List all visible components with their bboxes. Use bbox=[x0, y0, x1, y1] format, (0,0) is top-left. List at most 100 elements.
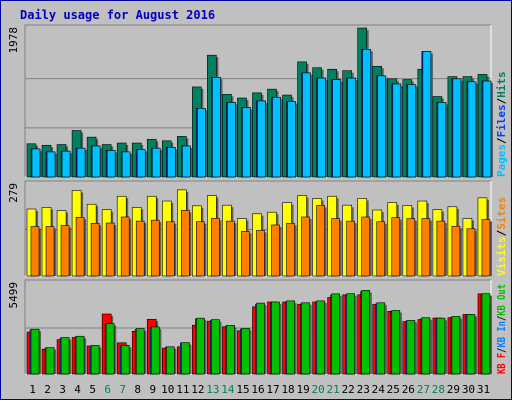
sites-bar-face bbox=[105, 222, 115, 277]
pages-bar-face bbox=[76, 147, 86, 178]
sites-bar-face bbox=[376, 221, 386, 277]
kb-out-bar-face bbox=[436, 317, 446, 375]
legend-hits-files-pages: Pages/Files/Hits bbox=[495, 71, 508, 177]
x-tick-label: 6 bbox=[104, 383, 111, 396]
kb-out-bar-face bbox=[271, 301, 280, 375]
x-tick-label: 23 bbox=[357, 383, 370, 396]
sites-bar bbox=[45, 226, 57, 277]
pages-bar bbox=[46, 151, 58, 178]
pages-bar-face bbox=[407, 84, 417, 178]
sites-bar bbox=[391, 217, 402, 277]
pages-bar-face bbox=[482, 80, 492, 178]
pages-bar-face bbox=[121, 151, 131, 178]
kb-out-bar-face bbox=[361, 290, 371, 375]
kb-out-bar bbox=[150, 326, 162, 375]
pages-bar-face bbox=[362, 49, 372, 178]
kb-out-bar-face bbox=[316, 300, 325, 375]
chart-title: Daily usage for August 2016 bbox=[20, 8, 215, 22]
sites-bar-face bbox=[316, 205, 325, 277]
pages-bar bbox=[272, 96, 283, 178]
sites-bar bbox=[301, 216, 312, 277]
kb-out-bar bbox=[75, 335, 87, 375]
sites-bar bbox=[286, 223, 297, 277]
sites-bar bbox=[226, 220, 237, 277]
kb-out-bar-face bbox=[301, 302, 310, 375]
kb-out-bar-face bbox=[105, 323, 115, 375]
pages-bar-face bbox=[332, 79, 341, 178]
kb-out-bar bbox=[451, 316, 462, 375]
kb-out-bar-face bbox=[256, 302, 265, 375]
kb-out-bar-face bbox=[120, 345, 130, 375]
sites-bar-face bbox=[346, 220, 355, 277]
x-tick-label: 11 bbox=[176, 383, 189, 396]
pages-bar-face bbox=[91, 145, 101, 178]
sites-bar-face bbox=[30, 226, 40, 277]
pages-bar-face bbox=[136, 149, 146, 178]
kb-out-bar-face bbox=[391, 310, 401, 375]
kb-out-bar-face bbox=[196, 317, 205, 375]
kb-out-bar-face bbox=[45, 347, 55, 375]
kb-out-bar bbox=[165, 346, 177, 375]
kb-out-bar-face bbox=[466, 314, 476, 375]
sites-bar-face bbox=[226, 220, 235, 277]
sites-bar bbox=[331, 218, 342, 277]
kb-out-bar bbox=[45, 347, 57, 375]
pages-bar-face bbox=[452, 78, 462, 178]
sites-bar bbox=[165, 221, 177, 277]
pages-bar-face bbox=[166, 147, 176, 178]
x-tick-label: 2 bbox=[44, 383, 51, 396]
pages-bar-face bbox=[287, 101, 296, 178]
pages-bar bbox=[407, 84, 418, 178]
legend-entry: / bbox=[495, 347, 508, 353]
kb-out-bar-face bbox=[241, 328, 250, 375]
kb-out-bar bbox=[436, 317, 447, 375]
legend-entry: KB Out bbox=[495, 284, 508, 316]
pages-bar bbox=[482, 80, 493, 178]
x-tick-label: 17 bbox=[266, 383, 279, 396]
pages-bar-face bbox=[61, 150, 71, 178]
x-tick-label: 24 bbox=[372, 383, 386, 396]
x-tick-label: 20 bbox=[312, 383, 325, 396]
y-max-label: 279 bbox=[7, 183, 20, 203]
kb-out-bar bbox=[196, 317, 207, 375]
pages-bar bbox=[121, 151, 133, 178]
kb-out-bar bbox=[241, 328, 252, 375]
pages-bar bbox=[452, 78, 463, 178]
sites-bar-face bbox=[90, 223, 100, 277]
sites-bar-face bbox=[120, 216, 130, 277]
pages-bar bbox=[212, 77, 223, 178]
pages-bar bbox=[422, 51, 433, 178]
pages-bar bbox=[61, 150, 73, 178]
sites-bar bbox=[135, 220, 147, 277]
sites-bar bbox=[436, 220, 447, 277]
sites-bar-face bbox=[165, 221, 175, 277]
pages-bar-face bbox=[182, 145, 191, 178]
sites-bar-face bbox=[301, 216, 310, 277]
kb-out-bar bbox=[331, 293, 342, 375]
x-tick-label: 30 bbox=[462, 383, 475, 396]
kb-out-bar-face bbox=[286, 300, 295, 375]
pages-bar-face bbox=[242, 107, 251, 178]
sites-bar bbox=[120, 216, 132, 277]
pages-bar-face bbox=[227, 102, 236, 178]
legend-visits-sites: Visits/Sites bbox=[495, 197, 508, 276]
sites-bar bbox=[30, 226, 41, 277]
sites-bar bbox=[150, 219, 162, 277]
pages-bar-face bbox=[422, 51, 432, 178]
x-tick-label: 14 bbox=[221, 383, 235, 396]
kb-out-bar bbox=[466, 314, 477, 375]
legend-entry: / bbox=[495, 229, 508, 236]
pages-bar-face bbox=[257, 100, 266, 178]
sites-bar-face bbox=[196, 221, 205, 277]
kb-out-bar bbox=[391, 310, 402, 375]
x-tick-label: 3 bbox=[59, 383, 66, 396]
sites-bar bbox=[346, 220, 357, 277]
kb-out-bar-face bbox=[90, 345, 100, 375]
pages-bar bbox=[332, 79, 343, 178]
kb-out-bar bbox=[90, 345, 102, 375]
pages-bar-face bbox=[302, 72, 311, 178]
x-tick-label: 29 bbox=[447, 383, 460, 396]
sites-bar-face bbox=[271, 224, 280, 277]
x-tick-label: 25 bbox=[387, 383, 400, 396]
